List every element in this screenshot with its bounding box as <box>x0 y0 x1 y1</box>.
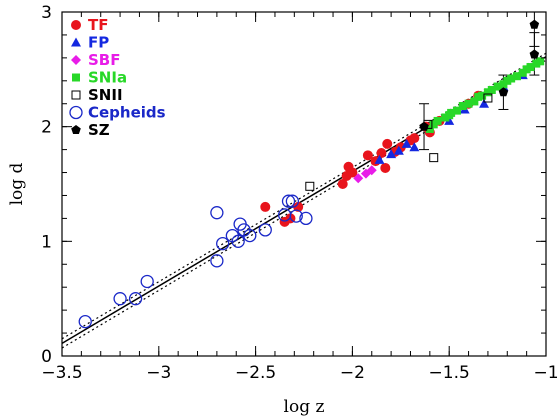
sz-point <box>529 19 540 29</box>
y-tick-label: 2 <box>41 118 52 138</box>
snia-point <box>452 106 461 115</box>
tf-point <box>293 201 304 212</box>
cepheids-point <box>128 292 143 306</box>
y-tick-label: 1 <box>41 232 52 252</box>
plot-frame-group <box>61 11 547 357</box>
error-bars-group <box>419 11 540 151</box>
sz-point <box>419 121 429 131</box>
cepheids-point <box>281 194 296 208</box>
snia-point <box>536 57 545 66</box>
y-tick-label: 0 <box>41 347 52 367</box>
snia-point <box>512 72 521 81</box>
tf-point <box>409 133 420 144</box>
cepheids-point <box>210 254 224 268</box>
cepheids-point <box>289 209 303 223</box>
snia-point <box>478 91 487 100</box>
x-tick-label: −1 <box>533 363 558 383</box>
tf-point <box>362 150 373 161</box>
snii-point <box>305 181 315 191</box>
cepheids-point <box>299 211 313 226</box>
legend-marker-snii <box>71 90 81 100</box>
legend-label-snia: SNIa <box>88 69 127 87</box>
tf-point <box>337 179 348 189</box>
legend-marker-snia <box>72 73 80 82</box>
tf-point <box>260 201 271 212</box>
y-tick-label: 3 <box>41 3 52 23</box>
cepheids-point <box>231 234 245 248</box>
cepheids-point <box>258 223 272 237</box>
fp-point <box>374 154 385 164</box>
sbf-point <box>353 173 364 184</box>
cepheids-point <box>78 314 92 329</box>
x-tick-label: −2 <box>340 363 365 383</box>
tf-point <box>347 167 358 178</box>
fp-point <box>401 138 412 148</box>
legend-marker-sz <box>71 125 81 134</box>
tf-point <box>380 162 391 173</box>
snia-point <box>507 74 516 83</box>
x-axis-title: log z <box>284 397 325 417</box>
x-tick-label: −3.5 <box>41 363 82 383</box>
cepheids-point <box>113 292 127 306</box>
legend-label-snii: SNII <box>88 86 123 104</box>
legend-label-fp: FP <box>88 34 109 52</box>
legend-label-sbf: SBF <box>88 51 120 69</box>
plot-frame <box>61 11 547 357</box>
y-axis-title: log d <box>7 162 27 205</box>
legend-label-tf: TF <box>88 16 108 34</box>
fp-point <box>479 98 490 108</box>
cepheids-point <box>243 228 257 243</box>
snii-point <box>483 93 493 103</box>
cepheids-point <box>216 236 230 251</box>
fit-band-upper <box>61 52 547 340</box>
snia-point <box>458 102 467 111</box>
x-tick-label: −2.5 <box>235 363 276 383</box>
legend-marker-tf <box>71 20 81 30</box>
cepheids-point <box>285 194 300 208</box>
snia-point <box>464 99 473 108</box>
data-points-group <box>78 19 545 329</box>
x-tick-label: −1.5 <box>429 363 470 383</box>
snia-point <box>425 124 434 133</box>
tf-point <box>376 148 387 159</box>
sbf-point <box>366 165 377 176</box>
cepheids-point <box>140 274 154 289</box>
axes-group: −3.5 −3 −2.5 −2 −1.5 −1 0 1 2 3 log z log d <box>7 3 559 417</box>
fp-point <box>393 145 404 155</box>
sz-point <box>529 49 540 59</box>
legend-marker-cepheids <box>69 105 83 120</box>
legend-label-cepheids: Cepheids <box>88 104 166 122</box>
fp-point <box>386 149 397 159</box>
snia-point <box>526 63 535 72</box>
fit-band-lower <box>61 59 547 349</box>
x-tick-label: −3 <box>146 363 171 383</box>
tf-point <box>382 138 393 149</box>
legend-label-sz: SZ <box>88 121 110 139</box>
snii-point <box>429 153 439 163</box>
snia-point <box>470 97 479 106</box>
fp-point <box>409 142 420 152</box>
sz-point <box>498 87 509 97</box>
legend-marker-fp <box>71 37 81 47</box>
cepheids-point <box>210 206 224 220</box>
snia-point <box>429 120 438 129</box>
snia-point <box>487 85 496 94</box>
snia-point <box>445 111 454 120</box>
legend-marker-sbf <box>71 55 81 65</box>
snia-point <box>493 82 502 91</box>
